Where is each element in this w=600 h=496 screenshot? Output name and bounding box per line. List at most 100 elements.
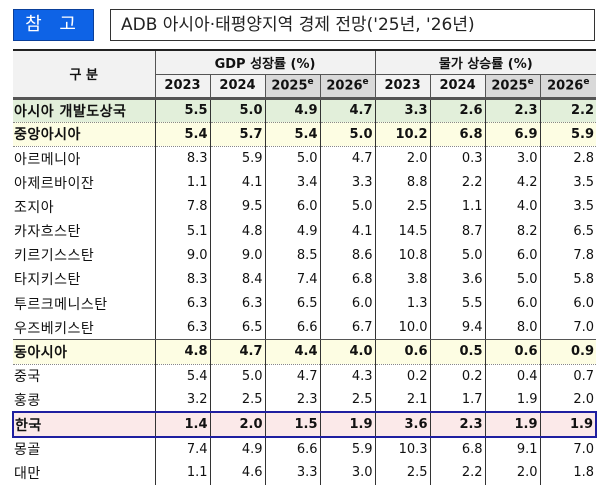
page-title: ADB 아시아·태평양지역 경제 전망('25년, '26년) [110,9,595,41]
gdp-value: 6.5 [264,291,320,316]
inflation-value: 0.6 [374,339,431,365]
estimate-marker: e [583,77,590,88]
table-row: 몽골 7.4 4.9 6.6 5.9 10.3 6.8 9.1 7.0 [13,436,597,461]
gdp-value: 2.5 [209,388,265,413]
year-label: 2023 [164,78,201,93]
gdp-value: 8.5 [264,243,320,268]
year-label: 2026 [326,78,363,94]
gdp-value: 6.7 [319,315,376,341]
table-row: 우즈베키스탄 6.3 6.5 6.6 6.7 10.0 9.4 8.0 7.0 [13,315,597,341]
gdp-value: 4.7 [264,364,320,389]
estimate-marker: e [527,77,534,88]
row-label: 아제르바이잔 [14,175,95,192]
inflation-header: 물가 상승률 (%) [374,49,597,74]
inflation-value: 5.9 [539,121,597,147]
inflation-value: 5.0 [429,243,486,268]
year-header: 2025e [264,73,320,100]
gdp-value: 1.4 [154,411,210,438]
inflation-value: 0.5 [429,339,486,365]
table-row: 투르크메니스탄 6.3 6.3 6.5 6.0 1.3 5.5 6.0 6.0 [13,291,597,316]
estimate-marker: e [362,77,369,88]
gdp-value: 4.6 [209,460,265,485]
gdp-value: 5.4 [154,364,210,389]
year-header: 2026e [319,73,376,100]
reference-tag: 참 고 [13,9,94,41]
inflation-value: 5.0 [484,267,541,292]
inflation-value: 0.3 [429,146,486,171]
table-row: 키르기스스탄 9.0 9.0 8.5 8.6 10.8 5.0 6.0 7.8 [13,243,597,268]
inflation-value: 2.5 [374,460,431,485]
gdp-value: 4.3 [319,364,376,389]
gdp-value: 7.4 [154,436,210,461]
inflation-value: 0.6 [484,339,541,365]
inflation-value: 6.0 [539,291,597,316]
inflation-value: 2.2 [429,170,486,195]
inflation-value: 6.8 [429,436,486,461]
inflation-value: 3.6 [429,267,486,292]
year-label: 2026 [547,78,584,94]
gdp-value: 4.0 [319,339,376,365]
table-row-korea: 한국 1.4 2.0 1.5 1.9 3.6 2.3 1.9 1.9 [12,411,598,438]
gdp-value: 6.6 [264,436,320,461]
row-label: 홍콩 [14,392,41,409]
inflation-value: 5.5 [429,291,486,316]
inflation-value: 2.3 [484,98,541,123]
inflation-value: 10.8 [374,243,431,268]
gdp-value: 3.2 [154,388,210,413]
table-row: 아제르바이잔 1.1 4.1 3.4 3.3 8.8 2.2 4.2 3.5 [13,170,597,195]
inflation-value: 4.0 [484,194,541,219]
inflation-value: 3.0 [484,146,541,171]
year-header: 2025e [484,73,541,100]
inflation-value: 2.5 [374,194,431,219]
gdp-value: 5.4 [154,121,210,147]
gdp-value: 4.9 [264,98,320,123]
inflation-value: 7.0 [539,436,597,461]
gdp-value: 6.0 [264,194,320,219]
inflation-value: 0.4 [484,364,541,389]
inflation-value: 0.7 [539,364,597,389]
inflation-value: 1.9 [539,411,598,438]
inflation-value: 3.3 [374,98,431,123]
inflation-value: 2.2 [429,460,486,485]
inflation-value: 10.2 [374,121,431,147]
row-label: 중국 [14,369,41,386]
table-row: 중국 5.4 5.0 4.7 4.3 0.2 0.2 0.4 0.7 [13,364,597,389]
row-label: 우즈베키스탄 [13,315,155,341]
table-row: 아시아 개발도상국 5.5 5.0 4.9 4.7 3.3 2.6 2.3 2.2 [13,98,597,123]
gdp-value: 9.5 [209,194,265,219]
gdp-value: 1.5 [264,411,320,438]
inflation-value: 7.8 [539,243,597,268]
gdp-value: 4.8 [154,339,210,365]
table-row: 홍콩 3.2 2.5 2.3 2.5 2.1 1.7 1.9 2.0 [13,388,597,413]
gdp-value: 4.1 [209,170,265,195]
inflation-value: 3.8 [374,267,431,292]
gdp-value: 8.3 [154,267,210,292]
year-header: 2023 [154,73,210,100]
gdp-value: 5.0 [209,364,265,389]
gdp-value: 7.8 [154,194,210,219]
year-header: 2024 [429,73,486,100]
row-label: 조지아 [14,199,55,216]
row-label: 타지키스탄 [14,272,81,289]
gdp-value: 9.0 [209,243,265,268]
inflation-value: 6.5 [539,218,597,244]
row-label: 아르메니아 [14,151,81,168]
table-row: 조지아 7.8 9.5 6.0 5.0 2.5 1.1 4.0 3.5 [13,194,597,219]
gdp-value: 2.5 [319,388,376,413]
gdp-value: 1.1 [154,460,210,485]
gdp-value: 5.9 [209,146,265,171]
inflation-value: 4.2 [484,170,541,195]
row-label: 키르기스스탄 [14,248,95,265]
inflation-value: 2.0 [484,460,541,485]
inflation-value: 3.5 [539,170,597,195]
gdp-value: 6.5 [209,315,265,341]
year-label: 2025 [271,78,308,94]
year-header: 2024 [209,73,265,100]
gdp-value: 5.7 [209,121,265,147]
inflation-value: 1.8 [539,460,597,485]
inflation-value: 0.2 [374,364,431,389]
gdp-value: 4.7 [319,146,376,171]
inflation-value: 7.0 [539,315,597,341]
gdp-value: 6.3 [154,291,210,316]
inflation-value: 2.0 [539,388,597,413]
